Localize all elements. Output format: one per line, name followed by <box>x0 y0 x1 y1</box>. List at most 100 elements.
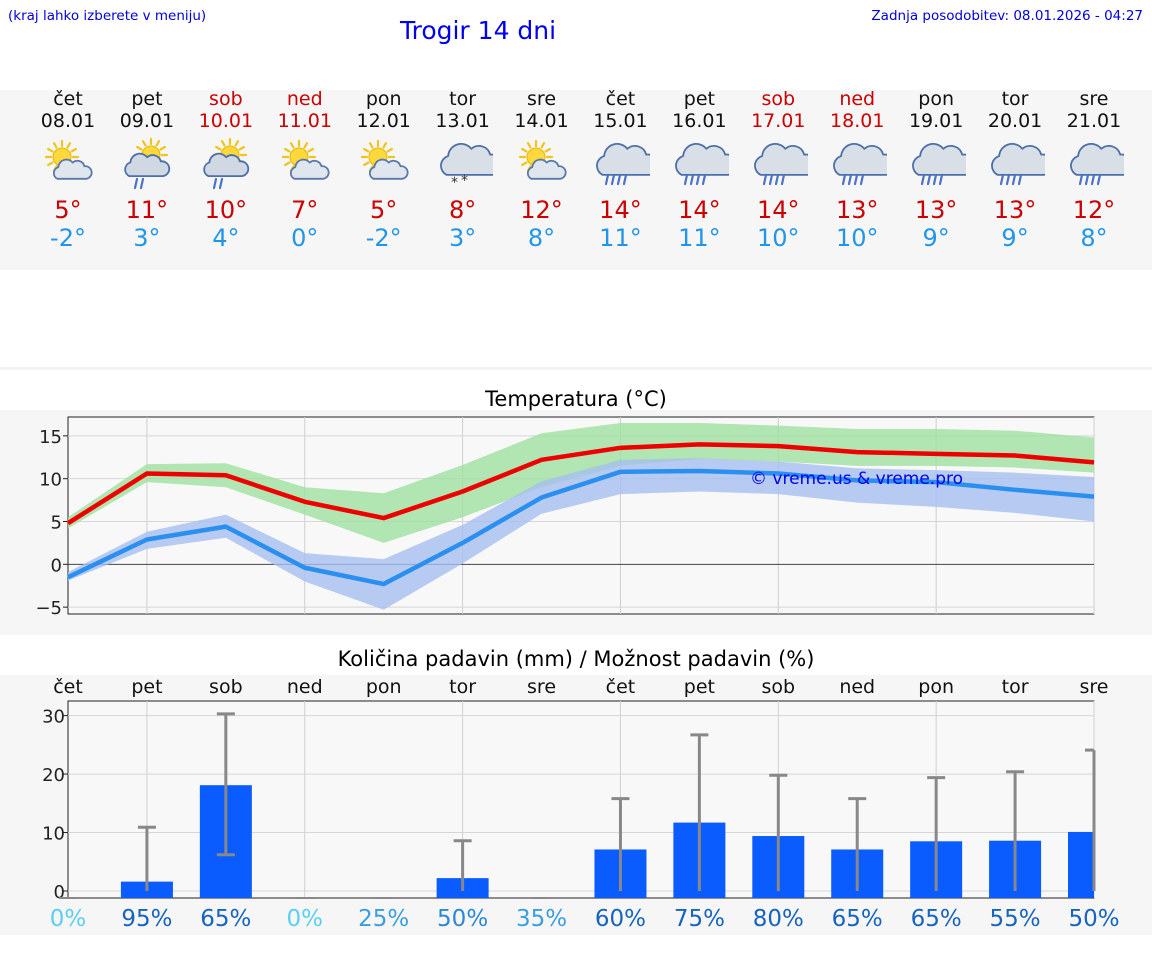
temp-max: 8° <box>448 196 477 224</box>
weather-icon-graphic <box>1070 143 1124 186</box>
max-temp-band <box>68 422 1094 543</box>
last-update: Zadnja posodobitev: 08.01.2026 - 04:27 <box>871 8 1143 24</box>
temp-min: 11° <box>599 224 642 252</box>
y-tick-label: 5 <box>51 512 62 533</box>
cloud-heavy-rain-icon <box>1054 134 1134 196</box>
day-forecast: sre 14.01 12° 8° <box>502 88 582 252</box>
x-category-label: sob <box>762 676 796 698</box>
day-name: pet <box>683 88 715 110</box>
x-category-label: sre <box>527 676 556 698</box>
temp-max: 13° <box>835 196 879 224</box>
precip-probability: 60% <box>595 906 646 932</box>
day-forecast: tor 13.01 * * 8° 3° <box>423 88 503 252</box>
day-date: 10.01 <box>198 110 254 132</box>
x-category-label: pon <box>366 676 402 698</box>
temp-min: 9° <box>1001 224 1029 252</box>
precip-probability: 25% <box>358 906 409 932</box>
y-tick-label: 0 <box>51 555 62 576</box>
temp-min: 10° <box>757 224 800 252</box>
precip-probability: 0% <box>50 906 87 932</box>
temp-max: 10° <box>204 196 248 224</box>
day-date: 15.01 <box>593 110 648 132</box>
temp-min: 9° <box>922 224 950 252</box>
x-category-label: ned <box>839 676 875 698</box>
day-forecast: čet 08.01 5° -2° <box>28 88 108 252</box>
precip-probability: 65% <box>911 906 962 932</box>
weather-icon-graphic: * * <box>439 143 493 191</box>
x-category-label: pon <box>918 676 954 698</box>
weather-icon-graphic <box>124 137 171 190</box>
day-forecast: pon 12.01 5° -2° <box>344 88 424 252</box>
weather-icon-graphic <box>203 137 250 190</box>
y-tick-label: 15 <box>39 427 62 448</box>
weather-icon-graphic <box>360 139 409 180</box>
day-date: 16.01 <box>672 110 727 132</box>
day-name: tor <box>1001 88 1029 110</box>
precip-chart-title: Količina padavin (mm) / Možnost padavin … <box>337 647 815 671</box>
day-name: pet <box>131 88 163 110</box>
precip-bar <box>1068 831 1094 898</box>
temp-max: 14° <box>599 196 642 224</box>
temp-max: 12° <box>520 196 563 224</box>
day-name: tor <box>449 88 477 110</box>
temp-max: 5° <box>370 196 398 224</box>
weather-icon-graphic <box>44 139 93 180</box>
day-forecast: sob 10.01 10° 4° <box>186 88 266 252</box>
day-name: sre <box>1079 88 1109 110</box>
precip-probability: 55% <box>990 906 1041 932</box>
day-date: 18.01 <box>830 110 885 132</box>
day-forecast: sre 21.01 12° 8° <box>1054 88 1134 252</box>
temp-max: 11° <box>125 196 169 224</box>
temp-max: 13° <box>993 196 1037 224</box>
forecast-strip <box>0 90 1152 270</box>
divider <box>0 367 1152 370</box>
temp-max: 13° <box>914 196 958 224</box>
sun-cloud-icon <box>265 134 345 196</box>
cloud-heavy-rain-icon <box>580 134 660 196</box>
precip-probability: 50% <box>1068 906 1119 932</box>
day-forecast: pon 19.01 13° 9° <box>896 88 976 252</box>
location-hint: (kraj lahko izberete v meniju) <box>8 8 207 24</box>
cloud-heavy-rain-icon <box>738 134 818 196</box>
sun-cloud-icon <box>28 134 108 196</box>
day-date: 12.01 <box>356 110 411 132</box>
x-category-label: tor <box>1002 676 1029 698</box>
day-date: 09.01 <box>119 110 175 132</box>
day-name: ned <box>839 88 876 110</box>
day-forecast: pet 16.01 14° 11° <box>659 88 739 252</box>
y-tick-label: 10 <box>42 824 65 845</box>
day-date: 13.01 <box>435 110 490 132</box>
cloud-snow-icon: * * <box>423 134 503 196</box>
precip-probability: 65% <box>832 906 883 932</box>
day-forecast: pet 09.01 11° 3° <box>107 88 187 252</box>
temp-min: 11° <box>678 224 721 252</box>
day-name: ned <box>286 88 323 110</box>
day-name: čet <box>605 88 636 110</box>
x-category-label: pet <box>131 676 162 698</box>
x-category-label: pet <box>684 676 715 698</box>
precip-probability: 80% <box>753 906 804 932</box>
cloud-heavy-rain-icon <box>896 134 976 196</box>
precip-probability: 65% <box>200 906 251 932</box>
temp-min: 0° <box>291 224 319 252</box>
temp-min: -2° <box>50 224 86 252</box>
day-forecast: tor 20.01 13° 9° <box>975 88 1055 252</box>
day-forecast: sob 17.01 14° 10° <box>738 88 818 252</box>
sun-cloud-icon <box>344 134 424 196</box>
svg-text:*: * <box>451 175 458 191</box>
day-date: 08.01 <box>40 110 96 132</box>
day-date: 11.01 <box>277 110 332 132</box>
day-name: pon <box>918 88 954 110</box>
precipitation-chart: 0 10 20 30 čet 0% pet 95% sob 65% ned 0% pon 25% tor 50… <box>42 676 1119 932</box>
sun-cloud-icon <box>502 134 582 196</box>
temp-min: 4° <box>212 224 240 252</box>
sun-cloud-rain-icon <box>107 134 187 196</box>
day-name: sob <box>761 88 796 110</box>
temp-max: 12° <box>1072 196 1116 224</box>
temp-min: 8° <box>1080 224 1108 252</box>
y-tick-label: −5 <box>35 598 62 619</box>
weather-icon-graphic <box>991 143 1046 186</box>
day-date: 14.01 <box>514 110 569 132</box>
precip-probability: 95% <box>121 906 172 932</box>
temp-min: 3° <box>133 224 161 252</box>
